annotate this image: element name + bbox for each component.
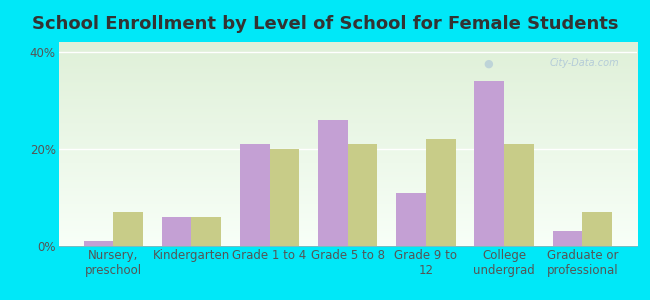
Bar <box>396 193 426 246</box>
Bar <box>270 149 299 246</box>
Text: ●: ● <box>484 58 493 68</box>
Bar <box>318 120 348 246</box>
Bar <box>504 144 534 246</box>
Bar <box>474 81 504 246</box>
Bar <box>191 217 221 246</box>
Bar <box>240 144 270 246</box>
Bar <box>162 217 191 246</box>
Bar <box>83 241 113 246</box>
Bar <box>582 212 612 246</box>
Bar <box>552 231 582 246</box>
Text: City-Data.com: City-Data.com <box>550 58 619 68</box>
Bar <box>113 212 143 246</box>
Bar <box>348 144 378 246</box>
Bar <box>426 139 456 246</box>
Text: School Enrollment by Level of School for Female Students: School Enrollment by Level of School for… <box>32 15 618 33</box>
